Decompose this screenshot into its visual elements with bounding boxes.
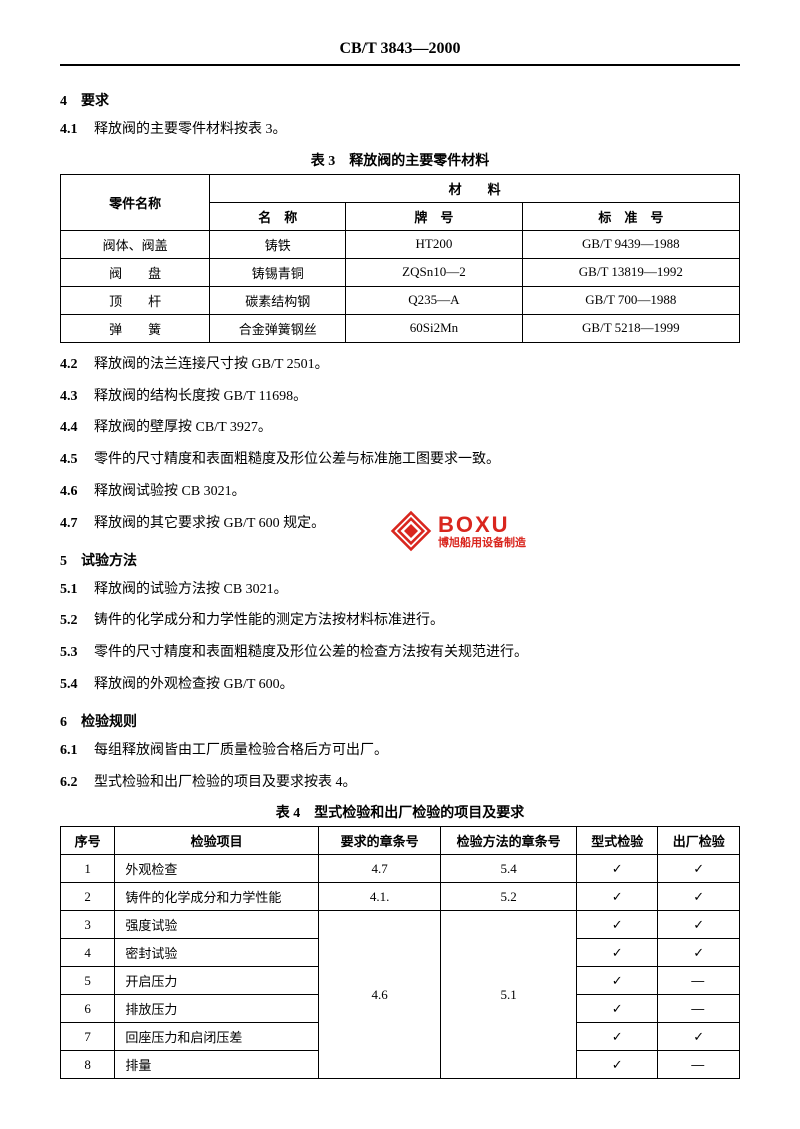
th-material: 材 料 — [210, 174, 740, 202]
section-4-title: 4 要求 — [60, 90, 740, 110]
clause-5-3: 5.3零件的尺寸精度和表面粗糙度及形位公差的检查方法按有关规范进行。 — [60, 641, 740, 665]
clause-4-3: 4.3释放阀的结构长度按 GB/T 11698。 — [60, 385, 740, 409]
table-row: 阀 盘铸锡青铜ZQSn10—2GB/T 13819—1992 — [61, 258, 740, 286]
th-grade: 牌 号 — [346, 202, 523, 230]
table-row: 阀体、阀盖铸铁HT200GB/T 9439—1988 — [61, 230, 740, 258]
th-part: 零件名称 — [61, 174, 210, 230]
table-4: 序号 检验项目 要求的章条号 检验方法的章条号 型式检验 出厂检验 1外观检查4… — [60, 826, 740, 1079]
th-seq: 序号 — [61, 827, 115, 855]
table-row: 顶 杆碳素结构钢Q235—AGB/T 700—1988 — [61, 286, 740, 314]
th-std: 标 准 号 — [522, 202, 739, 230]
clause-5-1: 5.1释放阀的试验方法按 CB 3021。 — [60, 578, 740, 602]
th-method: 检验方法的章条号 — [441, 827, 577, 855]
th-item: 检验项目 — [115, 827, 319, 855]
clause-6-1: 6.1每组释放阀皆由工厂质量检验合格后方可出厂。 — [60, 739, 740, 763]
table-row: 1外观检查4.75.4✓✓ — [61, 855, 740, 883]
table-row: 3强度试验 4.6 5.1 ✓✓ — [61, 911, 740, 939]
clause-text: 释放阀的主要零件材料按表 3。 — [94, 122, 287, 137]
clause-5-2: 5.2铸件的化学成分和力学性能的测定方法按材料标准进行。 — [60, 609, 740, 633]
clause-4-1: 4.1释放阀的主要零件材料按表 3。 — [60, 118, 740, 142]
clause-4-4: 4.4释放阀的壁厚按 CB/T 3927。 — [60, 416, 740, 440]
th-type: 型式检验 — [577, 827, 658, 855]
standard-number: CB/T 3843—2000 — [60, 40, 740, 66]
clause-4-2: 4.2释放阀的法兰连接尺寸按 GB/T 2501。 — [60, 353, 740, 377]
clause-5-4: 5.4释放阀的外观检查按 GB/T 600。 — [60, 673, 740, 697]
table-row: 2铸件的化学成分和力学性能4.1.5.2✓✓ — [61, 883, 740, 911]
th-factory: 出厂检验 — [658, 827, 740, 855]
table-4-title: 表 4 型式检验和出厂检验的项目及要求 — [60, 802, 740, 822]
section-5-title: 5 试验方法 — [60, 550, 740, 570]
th-req: 要求的章条号 — [319, 827, 441, 855]
table-3-title: 表 3 释放阀的主要零件材料 — [60, 150, 740, 170]
clause-6-2: 6.2型式检验和出厂检验的项目及要求按表 4。 — [60, 771, 740, 795]
clause-num: 4.1 — [60, 118, 94, 142]
table-3: 零件名称 材 料 名 称 牌 号 标 准 号 阀体、阀盖铸铁HT200GB/T … — [60, 174, 740, 343]
clause-4-5: 4.5零件的尺寸精度和表面粗糙度及形位公差与标准施工图要求一致。 — [60, 448, 740, 472]
clause-4-6: 4.6释放阀试验按 CB 3021。 — [60, 480, 740, 504]
table-row: 弹 簧合金弹簧钢丝60Si2MnGB/T 5218—1999 — [61, 314, 740, 342]
watermark-sub: 博旭船用设备制造 — [438, 538, 526, 549]
section-6-title: 6 检验规则 — [60, 711, 740, 731]
clause-4-7: 4.7释放阀的其它要求按 GB/T 600 规定。 — [60, 512, 740, 536]
th-name: 名 称 — [210, 202, 346, 230]
